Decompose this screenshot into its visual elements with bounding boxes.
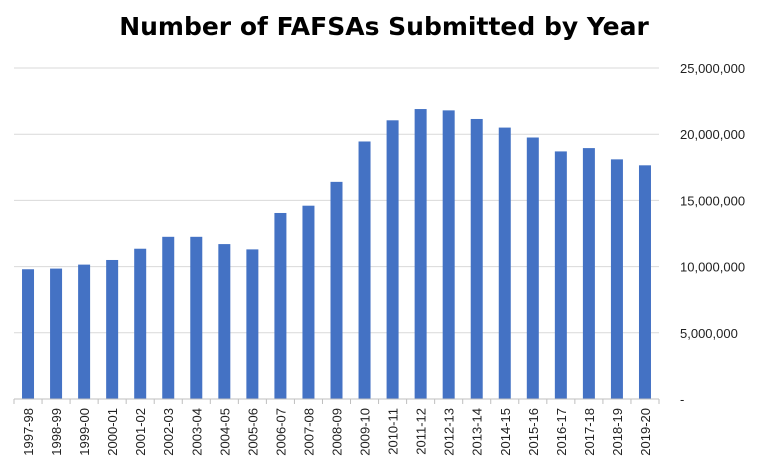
y-tick-label: 10,000,000 (680, 260, 745, 275)
bar (386, 120, 399, 399)
x-tick-label: 2019-20 (638, 408, 653, 456)
y-axis-tick-labels: - 5,000,000 10,000,000 15,000,000 20,000,000… (680, 61, 745, 407)
chart-title: Number of FAFSAs Submitted by Year (119, 12, 649, 41)
x-tick-label: 2008-09 (330, 408, 345, 456)
bar (302, 205, 315, 399)
bar (582, 148, 595, 399)
bar (414, 109, 427, 399)
y-tick-label: - (680, 392, 684, 407)
bar (638, 165, 651, 399)
x-tick-label: 2011-12 (414, 408, 429, 455)
x-tick-label: 2013-14 (470, 408, 485, 456)
x-axis (13, 398, 660, 404)
x-tick-label: 2005-06 (245, 408, 260, 456)
y-tick-label: 5,000,000 (680, 326, 738, 341)
y-tick-label: 20,000,000 (680, 127, 745, 142)
x-tick-label: 2010-11 (386, 408, 401, 455)
bar (246, 249, 259, 399)
x-tick-label: 1997-98 (21, 408, 36, 456)
bar (526, 137, 539, 399)
bar (330, 181, 343, 399)
x-axis-tick-labels: 1997-98 1998-99 1999-00 2000-01 2001-02 2002-… (21, 408, 653, 456)
bar (190, 236, 203, 399)
bar (106, 259, 119, 399)
bar (610, 159, 623, 399)
x-tick-label: 1999-00 (77, 408, 92, 456)
x-tick-label: 2006-07 (273, 408, 288, 456)
x-tick-label: 2009-10 (358, 408, 373, 456)
x-tick-label: 2016-17 (554, 408, 569, 456)
x-tick-label: 2000-01 (105, 408, 120, 456)
bar (554, 151, 567, 399)
y-tick-label: 15,000,000 (680, 193, 745, 208)
x-tick-label: 2015-16 (526, 408, 541, 456)
x-tick-label: 2018-19 (610, 408, 625, 456)
x-tick-label: 2004-05 (217, 408, 232, 456)
x-tick-label: 2012-13 (442, 408, 457, 456)
bar (358, 141, 371, 399)
bar (498, 127, 511, 399)
bar (274, 212, 287, 399)
bar (50, 268, 63, 399)
y-tick-label: 25,000,000 (680, 61, 745, 76)
bar (134, 248, 147, 399)
x-tick-label: 2017-18 (582, 408, 597, 456)
bar (78, 264, 91, 399)
bar (218, 244, 231, 399)
bar (442, 110, 455, 400)
x-tick-label: 2014-15 (498, 408, 513, 456)
x-tick-label: 1998-99 (49, 408, 64, 456)
bar (162, 236, 175, 399)
bars (22, 109, 651, 400)
x-tick-label: 2007-08 (301, 408, 316, 456)
x-tick-label: 2001-02 (133, 408, 148, 456)
bar (470, 118, 483, 399)
x-tick-label: 2002-03 (161, 408, 176, 456)
x-tick-label: 2003-04 (189, 408, 204, 456)
bar (22, 269, 35, 399)
